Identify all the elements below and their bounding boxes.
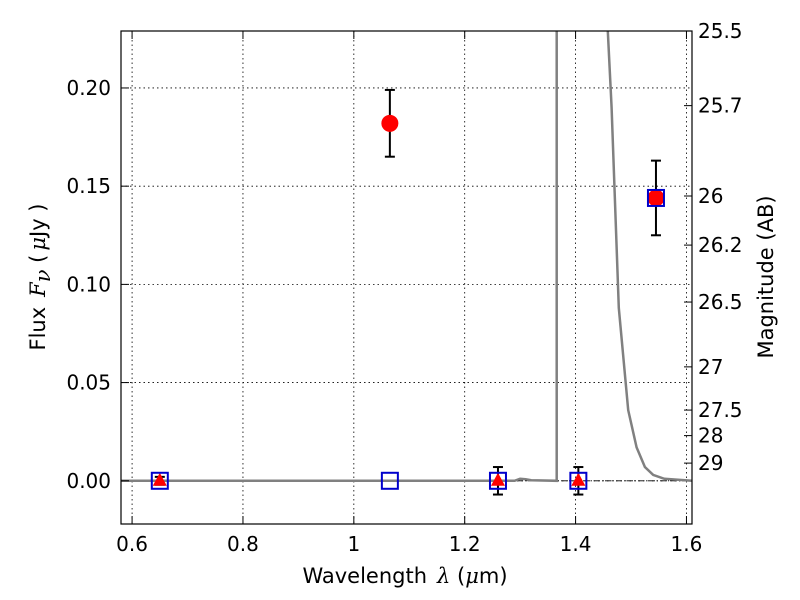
data-point-square (569, 471, 588, 490)
series-line-curve (121, 31, 692, 483)
grid-lines (121, 31, 692, 524)
series-transmission-curve (121, 31, 692, 483)
y-tick-label: 0.00 (66, 469, 111, 493)
y2-axis-label: Magnitude (AB) (754, 195, 778, 358)
x-axis-label-mu: μ (465, 564, 479, 588)
y-tick-label: 0.15 (66, 174, 111, 198)
y2-tick-label: 25.5 (698, 19, 743, 43)
y2-tick-label: 25.7 (698, 94, 743, 118)
y-tick-label: 0.20 (66, 76, 111, 100)
y-axis-label-subscript: ν (31, 269, 55, 282)
x-tick-label: 1 (347, 532, 360, 556)
data-point-triangle (152, 472, 167, 486)
y2-tick-label: 29 (698, 451, 723, 475)
y2-tick-label: 27.5 (698, 398, 743, 422)
x-tick-label: 1.6 (671, 532, 703, 556)
data-point-square (380, 471, 399, 490)
y2-tick-label: 26 (698, 184, 723, 208)
x-axis-label-paren: ( (450, 564, 465, 588)
y-axis-label-prefix: Flux (26, 307, 50, 351)
data-point-triangle (571, 472, 586, 486)
data-markers (150, 114, 665, 490)
y-axis-label-paren: ( (26, 255, 50, 270)
x-axis-label-prefix: Wavelength (302, 564, 427, 588)
data-point-triangle (490, 472, 505, 486)
data-point-circle (647, 189, 665, 207)
y2-tick-label: 26.5 (698, 290, 743, 314)
x-tick-label: 0.6 (116, 532, 148, 556)
y-axis-label-mu: μ (26, 237, 50, 251)
y2-tick-label: 26.2 (698, 233, 743, 257)
data-point-square (150, 471, 169, 490)
error-bars (154, 88, 661, 496)
y-axis-label: Flux Fν ( μJy ) (26, 203, 55, 350)
x-tick-label: 1.2 (449, 532, 481, 556)
data-point-circle (381, 114, 399, 132)
data-point-square (646, 188, 665, 207)
y-axis-label-unit: Jy ) (26, 203, 50, 239)
x-axis-ticks: 0.6 0.8 1 1.2 1.4 1.6 (116, 31, 702, 556)
y-axis-ticks: 0.00 0.05 0.10 0.15 0.20 (66, 76, 129, 493)
y2-tick-label: 28 (698, 424, 723, 448)
plot-frame (120, 30, 693, 525)
y2-tick-label: 27 (698, 355, 723, 379)
y-tick-label: 0.05 (66, 371, 111, 395)
x-tick-label: 1.4 (560, 532, 592, 556)
x-axis-label-unit: m) (479, 564, 508, 588)
y-axis-label-symbol: F (26, 281, 50, 298)
y-tick-label: 0.10 (66, 272, 111, 296)
x-axis-label: Wavelength λ (μm) (302, 564, 507, 588)
data-point-square (488, 471, 507, 490)
x-axis-label-symbol: λ (436, 564, 450, 588)
x-tick-label: 0.8 (227, 532, 259, 556)
y2-axis-ticks: 25.5 25.7 26 26.2 26.5 27 27.528 29 (684, 19, 743, 475)
